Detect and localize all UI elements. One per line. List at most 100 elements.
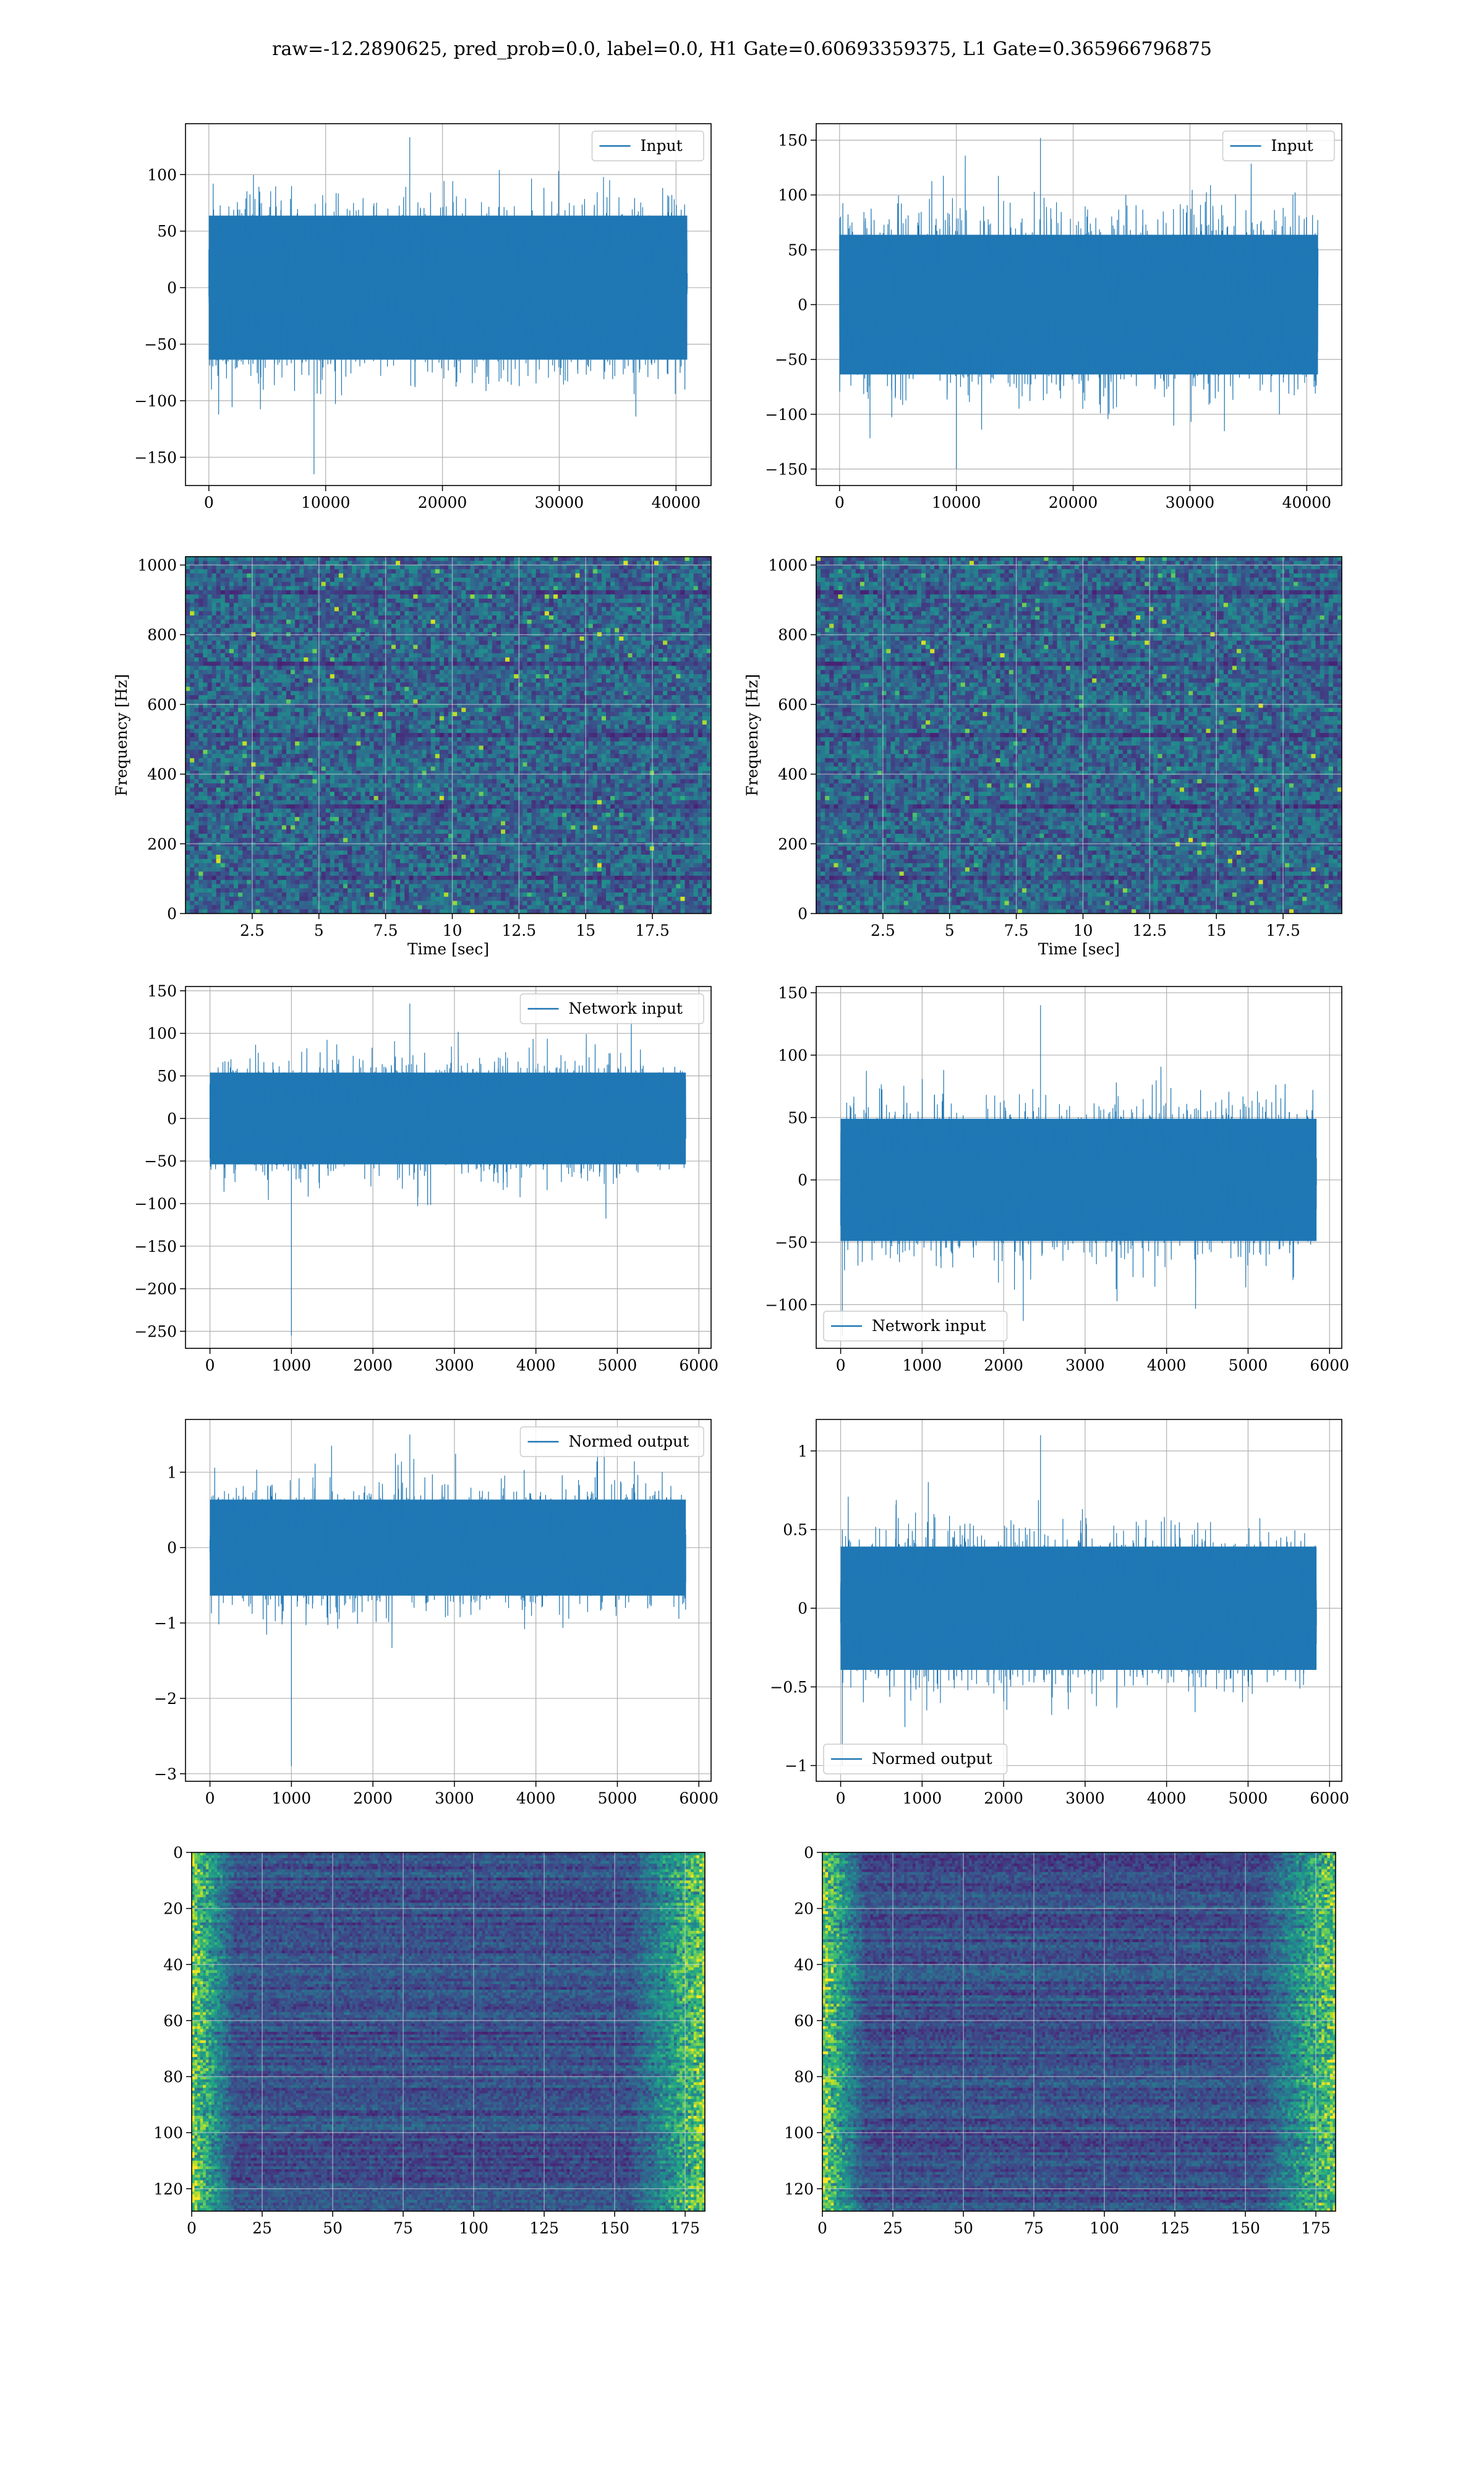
x-tick-label: 5000: [598, 1789, 638, 1807]
plot-area: [822, 1852, 1336, 2212]
legend: Input: [1223, 131, 1335, 161]
x-tick-label: 0: [204, 494, 214, 511]
y-tick-label: 60: [794, 2012, 814, 2030]
y-tick-label: 0: [167, 279, 177, 297]
x-tick-label: 3000: [435, 1789, 474, 1807]
chart-input-l1: 0 10000 20000 30000 40000−150−100−5005010015…: [765, 124, 1342, 511]
y-tick-label: −50: [775, 351, 808, 369]
heatmap-cells: [186, 557, 712, 914]
legend-label: Input: [1271, 137, 1313, 155]
y-tick-label: −150: [765, 460, 808, 478]
x-tick-label: 0: [187, 2219, 197, 2237]
y-tick-label: 100: [778, 186, 808, 204]
x-tick-label: 40000: [652, 494, 701, 511]
y-tick-label: 120: [784, 2180, 814, 2198]
y-tick-label: 0: [173, 1844, 183, 1862]
y-tick-label: 0: [167, 1539, 177, 1557]
legend: Network input: [521, 994, 704, 1024]
y-tick-label: 1000: [137, 557, 177, 575]
x-tick-label: 50: [953, 2219, 973, 2237]
x-tick-label: 75: [393, 2219, 413, 2237]
x-tick-label: 0: [205, 1789, 215, 1807]
y-tick-label: 60: [163, 2012, 183, 2030]
y-tick-label: 100: [153, 2124, 183, 2142]
y-tick-label: 200: [147, 835, 177, 853]
x-tick-label: 4000: [516, 1356, 556, 1374]
y-tick-label: 80: [794, 2068, 814, 2086]
x-tick-label: 0: [836, 1789, 846, 1807]
x-tick-label: 12.5: [502, 922, 537, 940]
x-tick-label: 2000: [353, 1789, 393, 1807]
plot-area: [186, 1419, 711, 1781]
x-tick-label: 75: [1024, 2219, 1044, 2237]
x-tick-label: 5: [314, 922, 324, 940]
y-axis-label: Frequency [Hz]: [113, 674, 130, 797]
legend-label: Network input: [872, 1317, 986, 1335]
chart-norm-h1: 0 1000 2000 3000 4000 5000 6000−3−2−101Normed …: [154, 1419, 719, 1807]
y-tick-label: 800: [778, 626, 808, 644]
y-tick-label: −250: [134, 1322, 177, 1340]
plot-area: [186, 124, 711, 486]
y-tick-label: −50: [144, 335, 177, 353]
x-tick-label: 0: [835, 494, 845, 511]
x-tick-label: 4000: [516, 1789, 556, 1807]
x-tick-label: 2000: [984, 1789, 1023, 1807]
x-tick-label: 5000: [598, 1356, 638, 1374]
series-line: [840, 138, 1318, 469]
x-tick-label: 175: [670, 2219, 700, 2237]
y-tick-label: 0.5: [783, 1521, 808, 1539]
y-tick-label: 50: [788, 241, 808, 259]
x-tick-label: 100: [1090, 2219, 1119, 2237]
y-tick-label: 0: [167, 905, 177, 923]
x-tick-label: 7.5: [1004, 922, 1029, 940]
x-tick-label: 5: [945, 922, 955, 940]
y-tick-label: 800: [147, 626, 177, 644]
plot-area: [186, 557, 712, 914]
legend-label: Normed output: [872, 1750, 992, 1768]
y-tick-label: −100: [134, 1195, 177, 1213]
y-tick-label: 600: [147, 696, 177, 714]
x-tick-label: 50: [323, 2219, 343, 2237]
series-line: [210, 1434, 686, 1766]
x-tick-label: 25: [883, 2219, 903, 2237]
x-tick-label: 0: [836, 1356, 846, 1374]
x-tick-label: 2.5: [871, 922, 895, 940]
chart-norm-l1: 0 1000 2000 3000 4000 5000 6000−1−0.500.51Norm…: [770, 1419, 1349, 1807]
x-tick-label: 175: [1301, 2219, 1331, 2237]
chart-spec-h1: 2.5 5 7.5 10 12.5 15 17.502004006008001000Time…: [113, 557, 712, 958]
y-tick-label: 0: [167, 1110, 177, 1128]
x-tick-label: 3000: [435, 1356, 474, 1374]
x-tick-label: 2000: [984, 1356, 1023, 1374]
heatmap-cells: [822, 1852, 1336, 2212]
chart-spec-l1: 2.5 5 7.5 10 12.5 15 17.502004006008001000Time…: [743, 557, 1342, 958]
y-tick-label: 20: [794, 1900, 814, 1918]
x-tick-label: 30000: [1166, 494, 1215, 511]
x-tick-label: 1000: [272, 1356, 312, 1374]
legend: Normed output: [824, 1744, 1007, 1774]
x-tick-label: 2.5: [240, 922, 265, 940]
x-tick-label: 100: [459, 2219, 488, 2237]
x-tick-label: 3000: [1065, 1356, 1105, 1374]
y-tick-label: −150: [134, 448, 177, 466]
x-tick-label: 6000: [1310, 1356, 1349, 1374]
legend: Normed output: [521, 1427, 704, 1457]
y-tick-label: 20: [163, 1900, 183, 1918]
legend-label: Normed output: [569, 1432, 689, 1450]
y-tick-label: 100: [147, 166, 177, 184]
plot-area: [816, 124, 1342, 486]
x-tick-label: 30000: [535, 494, 584, 511]
y-tick-label: 50: [788, 1109, 808, 1127]
x-tick-label: 5000: [1229, 1356, 1268, 1374]
y-tick-label: 150: [778, 984, 808, 1002]
y-tick-label: 200: [778, 835, 808, 853]
y-tick-label: 0: [798, 1599, 808, 1617]
x-tick-label: 17.5: [635, 922, 670, 940]
x-tick-label: 10000: [932, 494, 981, 511]
y-tick-label: −100: [134, 392, 177, 410]
x-tick-label: 17.5: [1266, 922, 1300, 940]
plot-area: [186, 987, 711, 1348]
y-tick-label: 0: [798, 1171, 808, 1189]
